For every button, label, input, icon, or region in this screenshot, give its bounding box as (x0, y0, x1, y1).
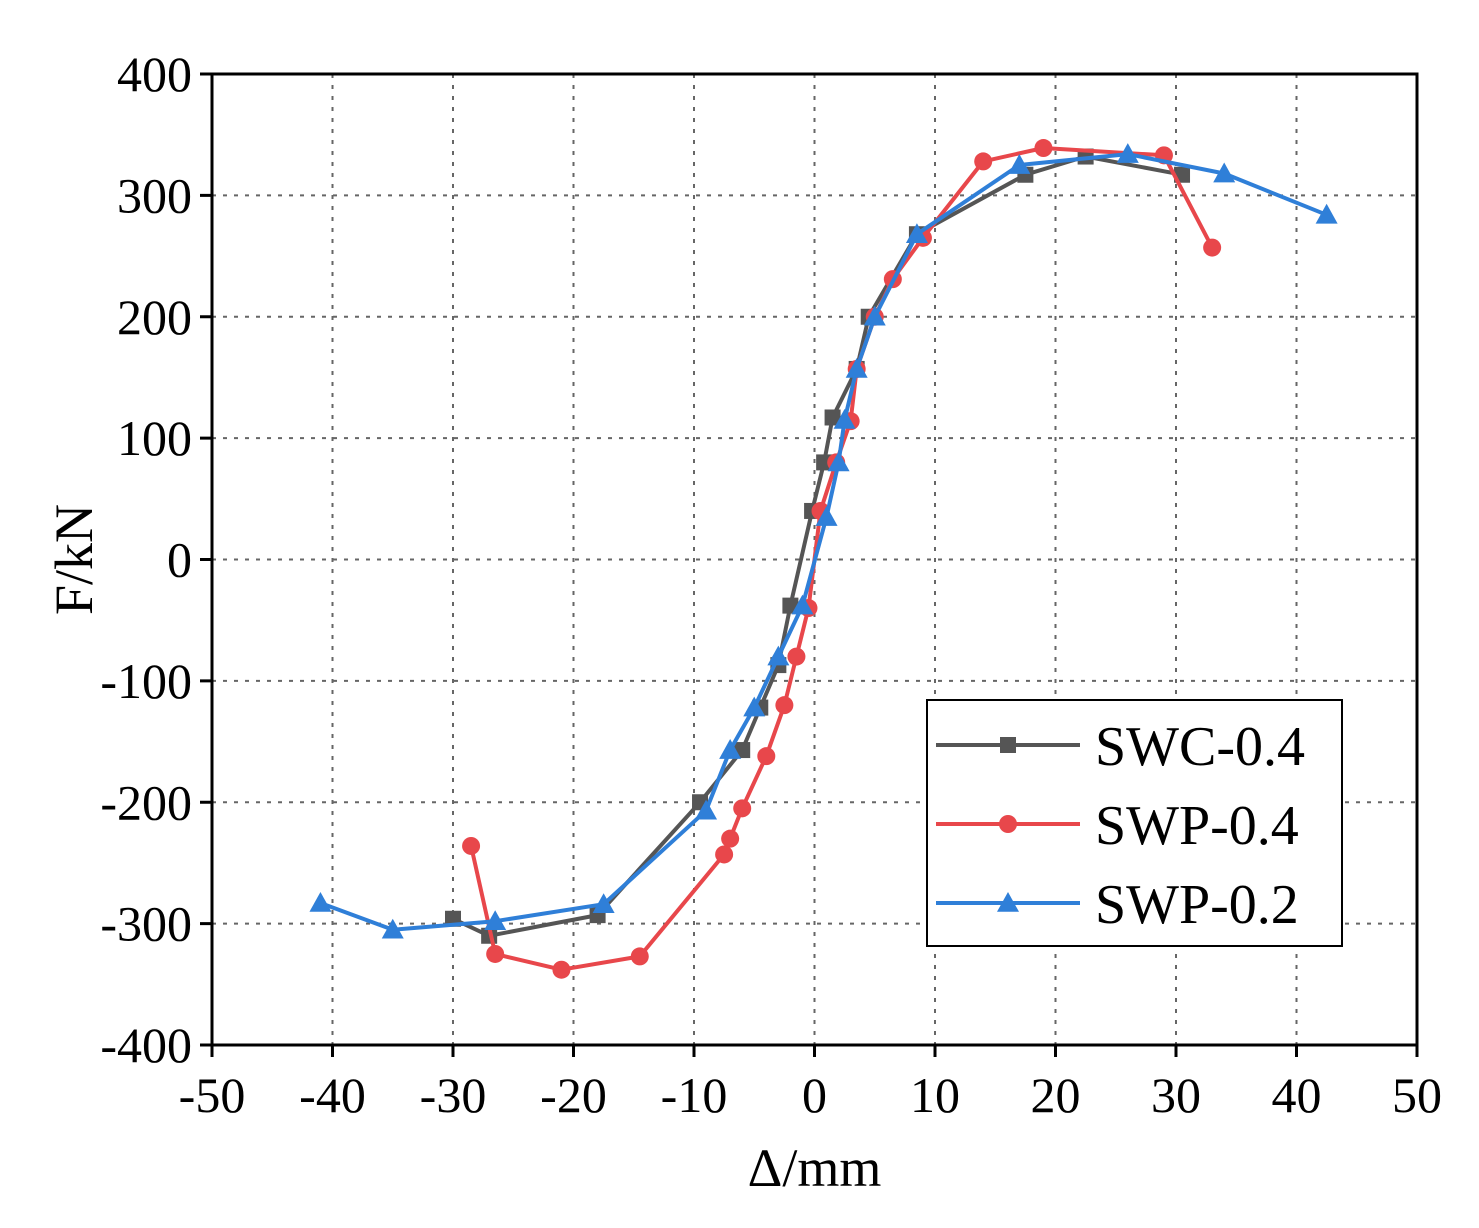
x-tick-label: -40 (299, 1067, 366, 1123)
series-SWP-0.2 (309, 143, 1338, 939)
legend-entry: SWP-0.4 (936, 795, 1299, 857)
data-point (1008, 154, 1031, 174)
y-tick-label: 400 (117, 46, 192, 102)
data-point (695, 799, 718, 820)
y-tick-label: -100 (100, 653, 192, 709)
data-point (484, 910, 507, 930)
axis-ticks (200, 72, 1419, 1057)
data-point (1116, 143, 1139, 163)
data-point (833, 408, 856, 429)
data-point (486, 944, 505, 963)
y-tick-label: -200 (100, 774, 192, 830)
data-point (1315, 203, 1338, 224)
x-tick-label: 50 (1392, 1067, 1442, 1123)
x-axis-title: Δ/mm (748, 1138, 882, 1198)
data-point (767, 645, 790, 666)
y-tick-label: 200 (117, 289, 192, 345)
data-point (1034, 139, 1053, 158)
y-tick-label: 100 (117, 410, 192, 466)
grid (212, 74, 1417, 1045)
data-point (815, 506, 838, 526)
series-layer (309, 139, 1338, 979)
y-tick-label: -300 (100, 896, 192, 952)
legend-label: SWP-0.4 (1095, 795, 1299, 857)
data-point (630, 947, 649, 966)
x-tick-label: 0 (802, 1067, 827, 1123)
y-tick-label: 0 (167, 532, 192, 588)
x-tick-label: -30 (420, 1067, 487, 1123)
legend-label: SWC-0.4 (1095, 716, 1305, 778)
tick-labels: -50 -40 -30 -20 -10 0 10 20 30 40 504003002001000-… (100, 46, 1442, 1123)
data-point (863, 305, 886, 326)
data-point (733, 799, 752, 818)
legend-marker (997, 892, 1019, 912)
data-point (1203, 238, 1222, 257)
data-point (827, 451, 850, 472)
data-point (824, 409, 841, 426)
data-point (787, 647, 806, 666)
data-point (974, 152, 993, 171)
data-point (719, 739, 742, 759)
legend-marker (999, 815, 1017, 833)
data-point (721, 829, 740, 848)
data-point (757, 747, 776, 766)
data-point (592, 893, 615, 914)
data-point (552, 960, 571, 979)
legend-entry: SWC-0.4 (936, 716, 1305, 778)
x-tick-label: 10 (910, 1067, 960, 1123)
x-tick-label: 20 (1031, 1067, 1081, 1123)
data-point (775, 696, 794, 715)
data-point (715, 845, 734, 864)
legend: SWC-0.4 SWP-0.4 SWP-0.2 (926, 699, 1343, 947)
data-point (905, 223, 928, 244)
legend-marker (1000, 737, 1016, 753)
legend-entry: SWP-0.2 (936, 874, 1299, 936)
data-point (743, 696, 766, 717)
data-point (309, 891, 332, 912)
y-tick-label: -400 (100, 1017, 192, 1073)
data-point (845, 357, 868, 378)
data-point (462, 836, 481, 855)
x-tick-label: 30 (1151, 1067, 1201, 1123)
data-point (1213, 162, 1236, 183)
legend-entries: SWC-0.4 SWP-0.4 SWP-0.2 (936, 716, 1305, 936)
x-tick-label: -50 (179, 1067, 246, 1123)
y-axis-title: F/kN (44, 504, 104, 615)
data-point (791, 594, 814, 615)
x-tick-label: 40 (1272, 1067, 1322, 1123)
y-tick-label: 300 (117, 167, 192, 223)
legend-label: SWP-0.2 (1095, 874, 1299, 936)
x-tick-label: -20 (540, 1067, 607, 1123)
data-point (381, 918, 404, 939)
x-tick-label: -10 (661, 1067, 728, 1123)
